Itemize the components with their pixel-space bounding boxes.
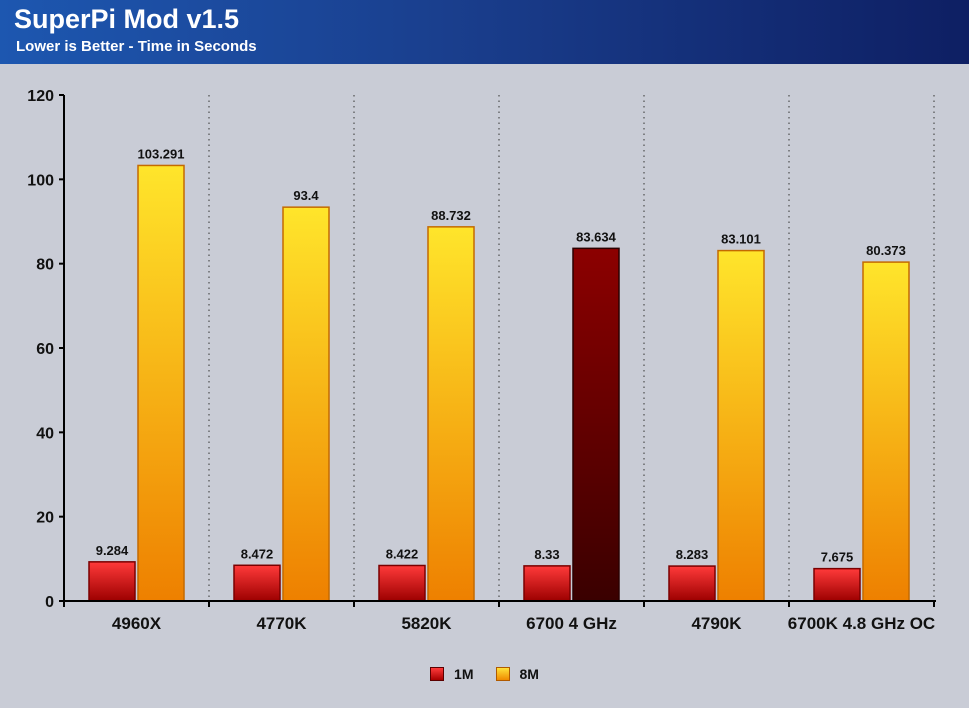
y-tick-label: 0 — [45, 594, 54, 611]
y-tick-label: 80 — [36, 257, 54, 274]
bar-1m-2 — [378, 564, 426, 602]
legend-item-1m: 1M — [430, 666, 474, 682]
bar-1m-3 — [523, 565, 571, 602]
x-tick-label: 4770K — [256, 614, 307, 633]
data-label-1m-1: 8.472 — [241, 546, 274, 561]
chart-legend: 1M 8M — [0, 662, 969, 686]
chart-title: SuperPi Mod v1.5 — [14, 4, 240, 34]
x-tick-label: 5820K — [401, 614, 452, 633]
bar-1m-5 — [813, 567, 861, 602]
x-tick-label: 6700K 4.8 GHz OC — [788, 614, 935, 633]
data-label-8m-1: 93.4 — [293, 188, 319, 203]
legend-label-1m: 1M — [454, 666, 474, 682]
data-label-1m-2: 8.422 — [386, 546, 419, 561]
bar-8m-0 — [137, 164, 185, 602]
chart-subtitle: Lower is Better - Time in Seconds — [16, 38, 257, 55]
data-label-1m-0: 9.284 — [96, 543, 129, 558]
x-tick-label: 6700 4 GHz — [526, 614, 617, 633]
data-label-8m-4: 83.101 — [721, 232, 761, 247]
legend-swatch-1m — [430, 667, 445, 681]
chart-header: SuperPi Mod v1.5 Lower is Better - Time … — [0, 0, 969, 64]
y-tick-label: 40 — [36, 425, 54, 442]
bar-8m-1 — [282, 206, 330, 602]
data-label-1m-5: 7.675 — [821, 550, 854, 565]
legend-item-8m: 8M — [495, 666, 539, 682]
y-tick-label: 120 — [27, 88, 54, 105]
data-label-8m-0: 103.291 — [138, 146, 185, 161]
y-tick-label: 20 — [36, 510, 54, 527]
bar-8m-3 — [572, 247, 620, 602]
x-tick-label: 4960X — [112, 614, 162, 633]
y-tick-label: 60 — [36, 341, 54, 358]
legend-swatch-8m — [495, 667, 510, 681]
legend-label-8m: 8M — [519, 666, 539, 682]
bar-8m-5 — [862, 261, 910, 602]
data-label-8m-5: 80.373 — [866, 243, 906, 258]
x-tick-label: 4790K — [691, 614, 742, 633]
bar-chart: 9.284 8.472 8.422 8.33 8.283 7.675 103.291 93.4… — [27, 88, 936, 633]
bar-1m-0 — [88, 561, 136, 602]
bar-1m-4 — [668, 565, 716, 602]
bar-8m-4 — [717, 249, 765, 602]
data-label-1m-4: 8.283 — [676, 547, 709, 562]
data-label-1m-3: 8.33 — [534, 547, 559, 562]
bar-8m-2 — [427, 226, 475, 602]
bar-1m-1 — [233, 564, 281, 602]
data-label-8m-2: 88.732 — [431, 208, 471, 223]
y-tick-label: 100 — [27, 172, 54, 189]
data-label-8m-3: 83.634 — [576, 229, 617, 244]
